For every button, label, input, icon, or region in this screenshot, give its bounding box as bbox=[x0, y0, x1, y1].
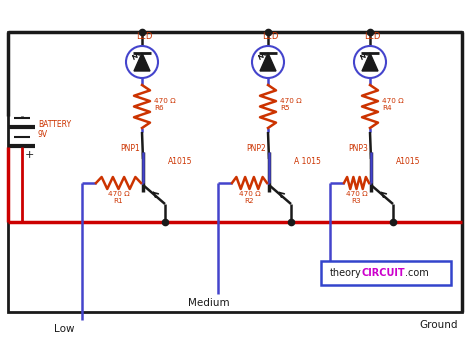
Text: BATTERY
9V: BATTERY 9V bbox=[38, 120, 71, 140]
Text: 470 Ω
R1: 470 Ω R1 bbox=[108, 191, 129, 204]
Text: 470 Ω
R5: 470 Ω R5 bbox=[280, 98, 302, 111]
Text: LED: LED bbox=[364, 32, 380, 41]
Text: 470 Ω
R2: 470 Ω R2 bbox=[238, 191, 260, 204]
Text: PNP2: PNP2 bbox=[246, 144, 266, 153]
Text: LED: LED bbox=[262, 32, 278, 41]
Text: LED: LED bbox=[136, 32, 152, 41]
FancyBboxPatch shape bbox=[321, 261, 451, 285]
Text: CIRCUIT: CIRCUIT bbox=[362, 268, 406, 278]
Bar bbox=[8, 32, 462, 312]
Polygon shape bbox=[362, 53, 378, 71]
Text: 470 Ω
R3: 470 Ω R3 bbox=[346, 191, 367, 204]
Polygon shape bbox=[134, 53, 150, 71]
Text: A1015: A1015 bbox=[168, 157, 192, 167]
Text: Medium: Medium bbox=[188, 298, 229, 308]
Text: Full: Full bbox=[325, 268, 343, 278]
Text: 470 Ω
R4: 470 Ω R4 bbox=[382, 98, 404, 111]
Text: A 1015: A 1015 bbox=[294, 157, 321, 167]
Text: Low: Low bbox=[54, 324, 74, 334]
Polygon shape bbox=[260, 53, 276, 71]
Text: PNP3: PNP3 bbox=[348, 144, 368, 153]
Text: +: + bbox=[25, 150, 35, 160]
Text: Ground: Ground bbox=[419, 320, 458, 330]
Text: theory: theory bbox=[330, 268, 362, 278]
Text: PNP1: PNP1 bbox=[120, 144, 140, 153]
Text: .com: .com bbox=[405, 268, 429, 278]
Text: A1015: A1015 bbox=[396, 157, 420, 167]
Text: 470 Ω
R6: 470 Ω R6 bbox=[154, 98, 176, 111]
